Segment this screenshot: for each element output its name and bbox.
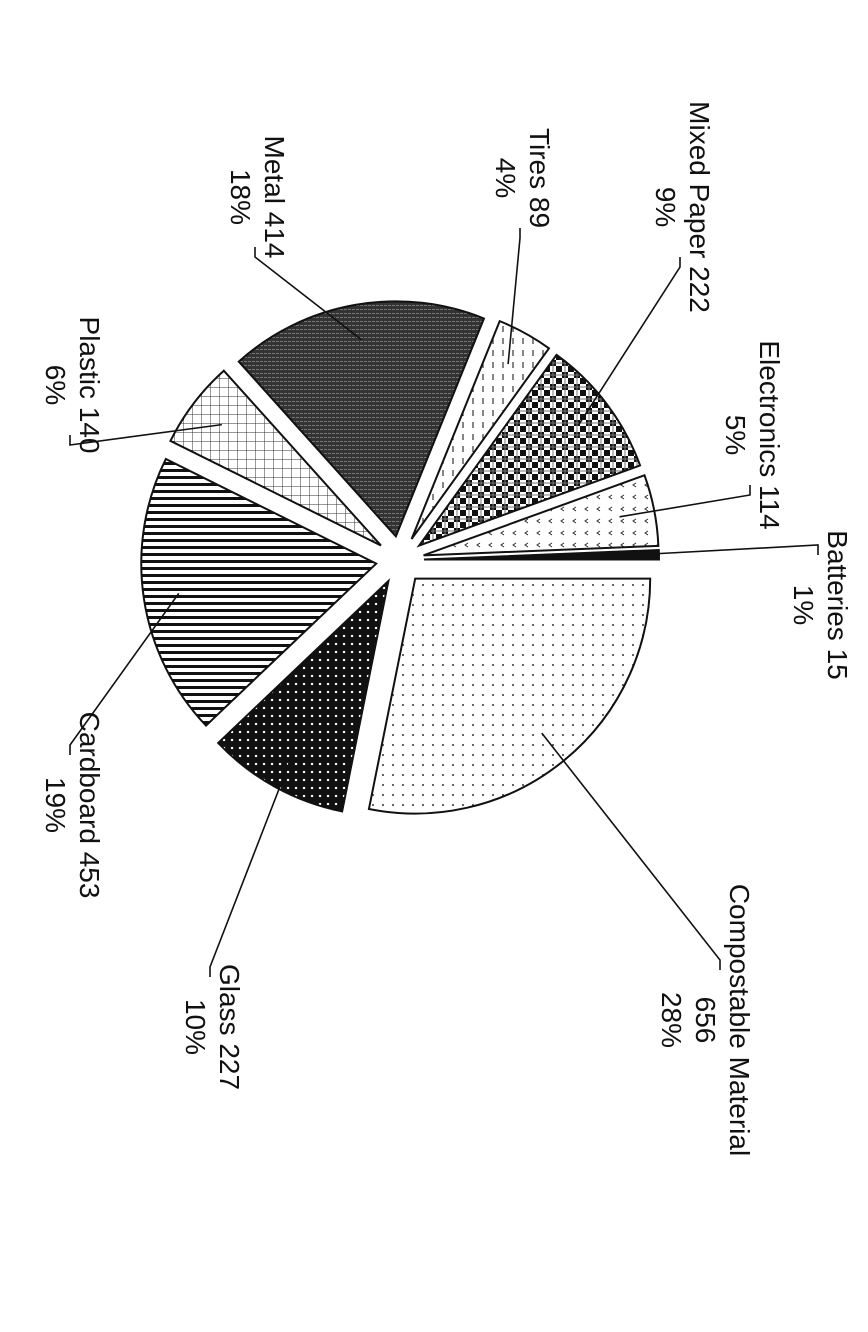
slice-value: 114 <box>754 485 785 530</box>
category-name: Glass <box>214 964 245 1036</box>
category-name: Mixed Paper <box>684 101 715 258</box>
spacer <box>74 399 105 407</box>
slice-value: 227 <box>214 1043 245 1090</box>
slice-value: 222 <box>684 266 715 313</box>
pie-slice <box>237 300 486 539</box>
leader-line <box>577 257 681 426</box>
slice-label: Tires 894% <box>490 128 555 228</box>
slice-label: Metal 41418% <box>225 136 290 259</box>
category-name: Metal <box>259 136 290 204</box>
pie-slice <box>216 578 391 813</box>
leader-line <box>69 592 180 755</box>
pie-slice <box>423 548 660 561</box>
leader-line <box>541 732 721 970</box>
pie-slice <box>416 353 642 548</box>
slice-label: Glass 22710% <box>180 964 245 1090</box>
pie-slice <box>410 319 551 540</box>
slice-percent: 5% <box>720 415 751 455</box>
spacer <box>684 258 715 266</box>
leader-line <box>69 423 222 446</box>
slice-value: 89 <box>524 197 555 228</box>
slice-label: Electronics 1145% <box>720 340 785 529</box>
slice-percent: 28% <box>656 992 687 1048</box>
spacer <box>524 189 555 197</box>
spacer <box>214 1036 245 1044</box>
slice-percent: 9% <box>650 187 681 227</box>
spacer <box>259 204 290 212</box>
slice-label: Compostable Material65628% <box>656 884 755 1156</box>
leader-line <box>619 485 751 518</box>
slice-percent: 18% <box>225 169 256 225</box>
leader-line <box>623 544 819 557</box>
slice-value: 15 <box>822 649 853 680</box>
category-name: Cardboard <box>74 712 105 844</box>
slice-percent: 10% <box>180 999 211 1055</box>
category-name: Electronics <box>754 340 785 477</box>
pie-slice <box>367 577 652 815</box>
slice-value: 140 <box>74 407 105 454</box>
slice-label: Plastic 1406% <box>40 317 105 454</box>
slice-value: 656 <box>690 997 721 1044</box>
leader-line <box>507 228 521 365</box>
leader-line <box>254 247 362 341</box>
rotated-plot: Compostable Material65628% Glass 22710% Ca… <box>40 101 853 1156</box>
slice-value: 414 <box>259 212 290 259</box>
pie-slice <box>169 369 382 547</box>
slice-percent: 4% <box>490 158 521 198</box>
category-name: Batteries <box>822 530 853 641</box>
category-name: Plastic <box>74 317 105 399</box>
spacer <box>822 641 853 649</box>
spacer <box>754 477 785 485</box>
category-name: Compostable Material <box>724 884 755 1156</box>
category-name: Tires <box>524 128 555 189</box>
slice-label: Cardboard 45319% <box>40 712 105 899</box>
slice-percent: 6% <box>40 365 71 405</box>
slice-label: Mixed Paper 222 9% <box>650 101 715 313</box>
pie-slice <box>423 473 660 557</box>
pie-slice <box>140 457 378 727</box>
spacer <box>74 844 105 852</box>
slice-value: 453 <box>74 852 105 899</box>
slice-percent: 1% <box>788 585 819 625</box>
slice-label: Batteries 151% <box>788 530 853 679</box>
leader-line <box>209 755 293 977</box>
slice-percent: 19% <box>40 777 71 833</box>
